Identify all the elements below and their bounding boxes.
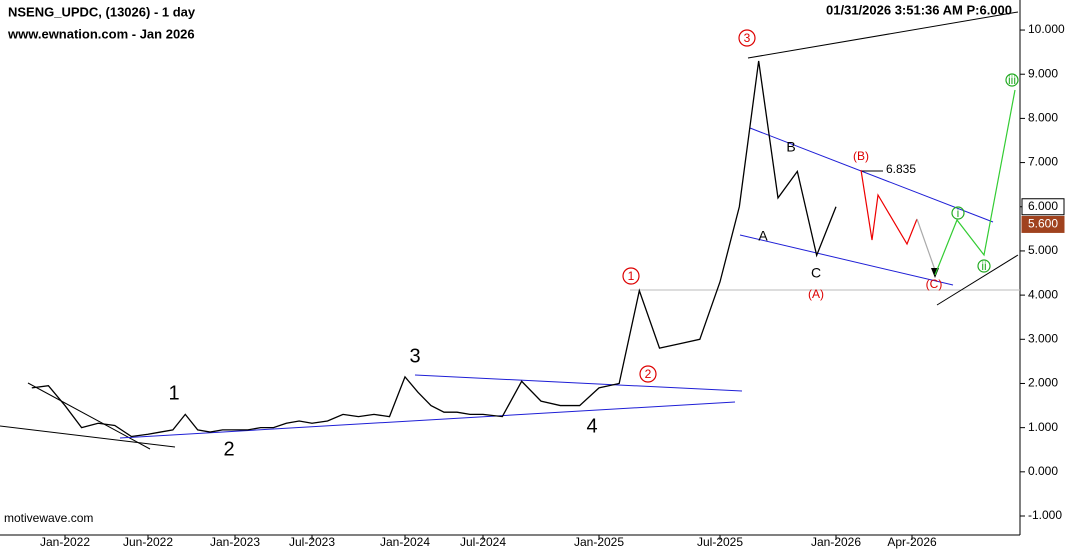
wave-label: (C) (926, 277, 943, 291)
x-tick-label: Apr-2026 (887, 535, 937, 549)
y-tick-label: 10.000 (1028, 22, 1065, 36)
timestamp: 01/31/2026 3:51:36 AM P:6.000 (826, 2, 1012, 17)
y-tick-label: 1.000 (1028, 420, 1058, 434)
projection-red (860, 169, 918, 246)
wave-label: iii (1008, 73, 1016, 87)
y-tick-label: -1.000 (1028, 508, 1062, 522)
subtitle: www.ewnation.com - Jan 2026 (7, 26, 195, 41)
wave-label: 2 (223, 438, 234, 460)
price-tag (1021, 215, 1065, 233)
x-tick-label: Jul-2025 (697, 535, 743, 549)
wave-label: 1 (628, 269, 635, 283)
trendline (749, 127, 994, 223)
wave-circle (977, 259, 991, 273)
x-tick-label: Jul-2023 (289, 535, 335, 549)
price-tag (1021, 198, 1065, 216)
trendline (414, 374, 743, 392)
wave-label: 2 (645, 367, 652, 381)
x-tick-label: Jan-2025 (574, 535, 624, 549)
wave-label: 3 (409, 345, 420, 367)
x-tick-label: Jun-2022 (123, 535, 173, 549)
y-tick-label: 7.000 (1028, 155, 1058, 169)
x-tick-label: Jan-2026 (811, 535, 861, 549)
y-tick-label: 9.000 (1028, 66, 1058, 80)
y-tick-label: 0.000 (1028, 464, 1058, 478)
y-tick-label: 8.000 (1028, 111, 1058, 125)
y-tick-label: 2.000 (1028, 376, 1058, 390)
x-tick-label: Jul-2024 (460, 535, 506, 549)
trendline (936, 254, 1019, 306)
x-tick-label: Jan-2022 (40, 535, 90, 549)
wave-label: 1 (168, 382, 179, 404)
wave-label: A (758, 228, 768, 244)
wave-label: i (957, 206, 960, 220)
watermark: motivewave.com (4, 511, 93, 525)
wave-label: C (811, 265, 821, 281)
wave-circle (951, 206, 965, 220)
projection-green (934, 89, 1016, 276)
wave-label: B (786, 139, 795, 155)
x-tick-label: Jan-2024 (380, 535, 430, 549)
price-tag-label: 5.600 (1028, 217, 1058, 231)
wave-label: ii (981, 259, 986, 273)
wave-circle (738, 29, 756, 47)
wave-circle (1005, 73, 1019, 87)
wave-circle (639, 365, 657, 383)
projection-gray (916, 218, 936, 271)
y-tick-label: 3.000 (1028, 331, 1058, 345)
wave-label: (B) (853, 149, 869, 163)
x-tick-label: Jan-2023 (210, 535, 260, 549)
wave-label: (A) (808, 287, 824, 301)
trendline (747, 11, 1019, 59)
wave-label: 4 (586, 415, 597, 437)
trendlines (0, 11, 1019, 450)
trendline (0, 425, 176, 448)
trendline (119, 401, 736, 439)
trendline (27, 382, 151, 450)
y-tick-label: 4.000 (1028, 287, 1058, 301)
wave-circle (622, 267, 640, 285)
symbol-title: NSENG_UPDC, (13026) - 1 day (8, 4, 196, 19)
price-tag-label: 6.000 (1028, 199, 1058, 213)
price-line (31, 60, 837, 438)
wave-label: 3 (744, 31, 751, 45)
level-label: 6.835 (886, 162, 916, 176)
trendline (739, 234, 954, 286)
y-tick-label: 5.000 (1028, 243, 1058, 257)
